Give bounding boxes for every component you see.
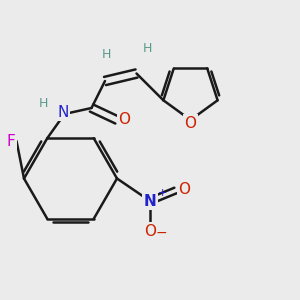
Text: O: O — [178, 182, 190, 196]
Text: N: N — [57, 105, 69, 120]
Text: O: O — [144, 224, 156, 238]
Text: H: H — [142, 41, 152, 55]
Text: O: O — [118, 112, 130, 128]
Text: −: − — [156, 226, 167, 240]
Text: H: H — [102, 47, 111, 61]
Text: +: + — [157, 188, 167, 199]
Text: F: F — [7, 134, 16, 148]
Text: N: N — [144, 194, 156, 208]
Text: H: H — [39, 97, 48, 110]
Text: O: O — [184, 116, 196, 130]
